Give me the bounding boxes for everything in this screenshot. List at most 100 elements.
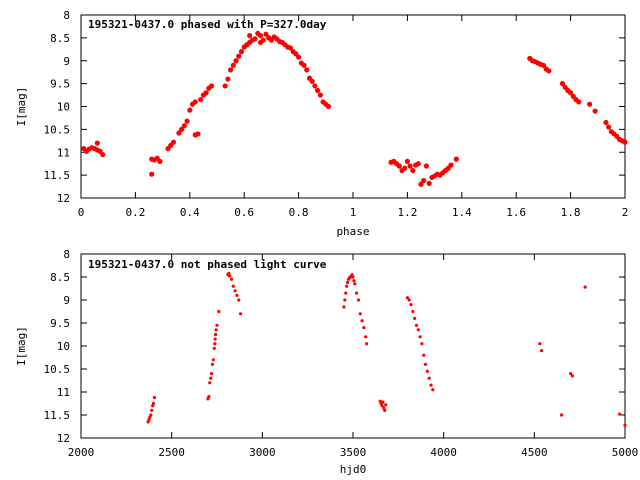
data-point [176, 130, 182, 136]
data-point [213, 332, 218, 337]
data-point [559, 413, 564, 417]
data-point [622, 139, 628, 145]
data-point [260, 37, 266, 43]
y-tick-label: 10 [57, 101, 70, 114]
data-point [453, 156, 459, 162]
data-point [235, 293, 239, 297]
data-point [192, 99, 198, 105]
data-point [342, 305, 346, 309]
x-axis-label: phase [336, 225, 369, 238]
data-point [538, 342, 542, 346]
data-point [381, 400, 385, 404]
x-tick-label: 1.6 [506, 206, 526, 219]
x-tick-label: 1.2 [397, 206, 417, 219]
data-point [238, 49, 245, 55]
data-point [405, 296, 409, 300]
data-point [203, 90, 209, 96]
y-tick-label: 8.5 [50, 32, 70, 45]
data-point [94, 140, 100, 146]
data-point [100, 151, 106, 158]
chart-title: 195321-0437.0 phased with P=327.0day [88, 18, 327, 31]
data-point [383, 408, 387, 412]
data-point [227, 271, 231, 275]
data-point [222, 83, 228, 89]
data-point [416, 328, 420, 332]
data-point [418, 181, 424, 187]
data-point [152, 395, 157, 400]
data-point [211, 358, 215, 362]
data-point [217, 309, 221, 314]
data-point [181, 123, 187, 129]
data-point [317, 92, 323, 98]
data-point [420, 342, 424, 346]
x-tick-label: 4000 [430, 446, 457, 459]
y-axis-label: I[mag] [15, 326, 28, 366]
y-tick-label: 11.5 [44, 169, 71, 182]
data-point [411, 309, 415, 314]
data-point [360, 319, 364, 323]
data-point [427, 376, 431, 380]
data-point [230, 62, 236, 68]
data-point [415, 161, 421, 167]
x-tick-label: 1.4 [452, 206, 472, 219]
data-point [213, 342, 217, 346]
data-point [304, 67, 310, 73]
data-point [213, 337, 217, 341]
data-point [364, 335, 368, 339]
data-point [238, 312, 243, 316]
x-tick-label: 2000 [68, 446, 95, 459]
data-point [315, 87, 321, 94]
data-point [263, 31, 269, 37]
data-point [587, 101, 593, 107]
data-point [287, 45, 294, 51]
x-tick-label: 5000 [612, 446, 639, 459]
x-tick-label: 4500 [521, 446, 548, 459]
y-tick-label: 8.5 [50, 271, 70, 284]
y-tick-label: 10.5 [44, 123, 71, 136]
data-point [325, 103, 332, 110]
data-point [229, 277, 234, 281]
data-point [603, 119, 609, 126]
data-point [356, 298, 361, 302]
data-point [418, 335, 422, 339]
data-point [233, 289, 237, 293]
data-point [425, 369, 429, 373]
data-point [402, 165, 408, 171]
x-tick-label: 0.6 [234, 206, 254, 219]
y-tick-label: 9.5 [50, 317, 70, 330]
data-point [170, 139, 177, 145]
x-tick-label: 1 [350, 206, 357, 219]
chart-title: 195321-0437.0 not phased light curve [88, 258, 327, 271]
x-tick-label: 3000 [249, 446, 276, 459]
plot-frame [80, 14, 626, 199]
y-tick-label: 9.5 [50, 78, 70, 91]
data-point [559, 81, 566, 87]
data-point [426, 180, 432, 186]
data-point [409, 303, 413, 307]
data-point [208, 83, 215, 89]
x-tick-label: 2500 [158, 446, 185, 459]
y-tick-label: 9 [63, 294, 70, 307]
data-point [184, 118, 190, 124]
x-tick-label: 0.8 [289, 206, 309, 219]
data-point [236, 53, 242, 59]
data-point [312, 83, 318, 89]
data-point [568, 90, 574, 96]
data-point [384, 403, 388, 407]
data-point [617, 412, 622, 416]
data-point [422, 353, 426, 357]
data-point [252, 36, 258, 42]
y-tick-label: 12 [57, 192, 70, 205]
data-point [150, 408, 154, 412]
x-tick-label: 0 [78, 206, 85, 219]
data-point [358, 312, 362, 316]
data-point [355, 291, 359, 295]
unphased-light-curve-panel: 2000 2500 3000 3500 4000 4500 5000 8 8.5 9 9.5 10 10… [15, 248, 638, 476]
data-point [423, 362, 428, 366]
data-point [431, 388, 435, 392]
y-tick-label: 8 [63, 248, 70, 261]
data-point [429, 383, 433, 387]
data-point [413, 316, 417, 320]
data-point [210, 362, 215, 366]
